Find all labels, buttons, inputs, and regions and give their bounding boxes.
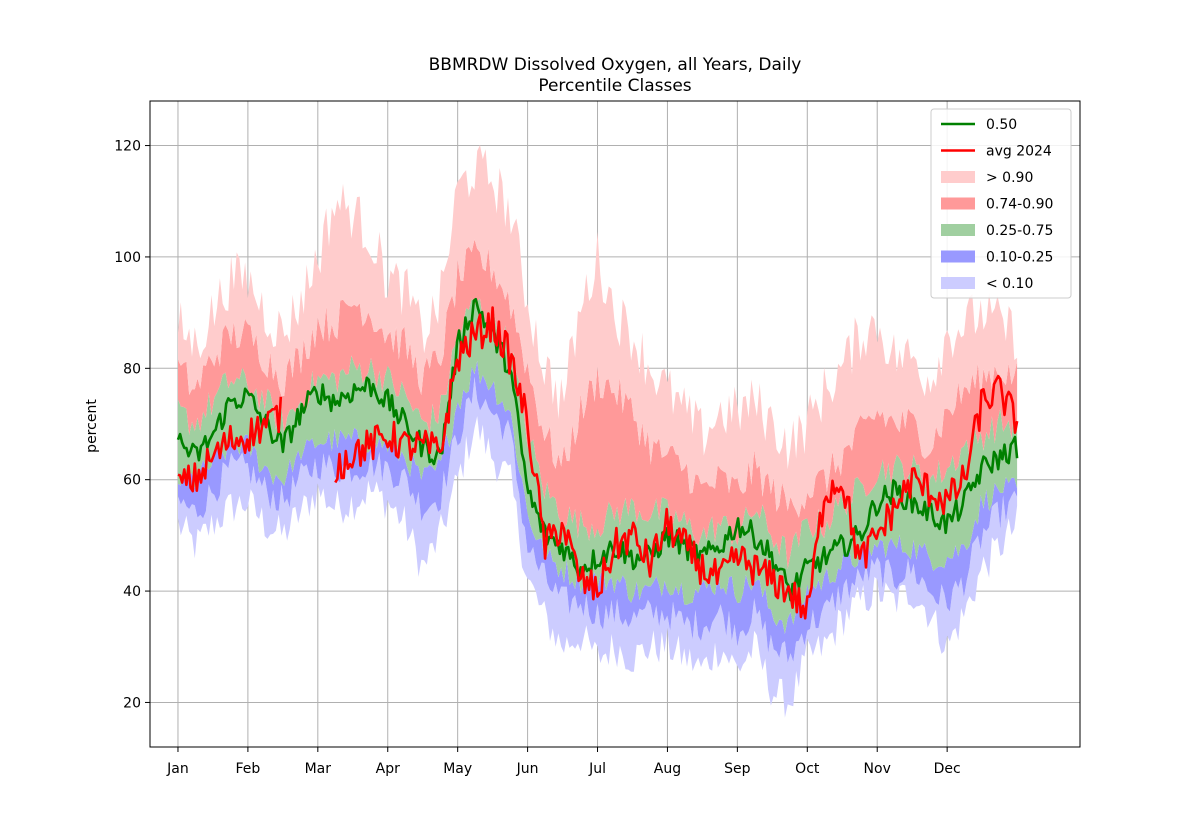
legend-swatch-band <box>941 277 975 289</box>
median-line <box>176 297 1019 602</box>
legend-swatch-band <box>941 250 975 263</box>
band-gt-0-90 <box>178 145 1018 518</box>
band-lt-0-10 <box>178 376 1018 718</box>
legend-label: > 0.90 <box>986 170 1033 186</box>
avg-2024-line <box>177 306 1019 620</box>
x-tick-label: Sep <box>724 761 751 777</box>
legend: 0.50 avg 2024 > 0.90 0.74-0.90 0.25-0.75 0.10… <box>930 108 1072 299</box>
plot-border <box>149 100 1081 748</box>
x-tick-label: Dec <box>934 761 961 777</box>
legend-label: 0.10-0.25 <box>986 250 1053 266</box>
y-tick-label: 60 <box>123 473 141 489</box>
x-tick-label: Feb <box>235 761 260 777</box>
y-tick-label: 40 <box>123 584 141 600</box>
legend-label: 0.25-0.75 <box>986 223 1053 239</box>
x-tick-label: Apr <box>376 761 400 777</box>
x-tick-label: Jun <box>516 761 539 777</box>
y-tick-label: 120 <box>114 139 141 155</box>
legend-label: < 0.10 <box>986 276 1033 292</box>
y-axis: 20 40 60 80 100 120 <box>114 139 150 711</box>
legend-swatch-band <box>941 197 975 210</box>
x-tick-label: Oct <box>795 761 820 777</box>
series-lines <box>176 297 1019 620</box>
y-tick-label: 100 <box>114 250 141 266</box>
x-tick-label: Mar <box>305 761 332 777</box>
chart-subtitle: Percentile Classes <box>538 76 691 96</box>
y-tick-label: 20 <box>123 695 141 711</box>
x-tick-label: Aug <box>654 761 681 777</box>
band-0-25-0-75 <box>178 298 1018 634</box>
x-tick-label: Jul <box>588 761 606 777</box>
plot-frame <box>149 100 1081 748</box>
chart-title: BBMRDW Dissolved Oxygen, all Years, Dail… <box>429 55 802 75</box>
legend-label: avg 2024 <box>986 144 1052 160</box>
y-axis-label: percent <box>84 399 100 453</box>
x-tick-label: Nov <box>864 761 891 777</box>
x-tick-label: May <box>443 761 472 777</box>
legend-label: 0.74-0.90 <box>986 197 1053 213</box>
legend-swatch-band <box>941 224 975 236</box>
x-tick-label: Jan <box>166 761 189 777</box>
percentile-bands <box>178 145 1018 718</box>
x-axis: Jan Feb Mar Apr May Jun Jul Aug Sep Oct Nov Dec <box>166 747 961 777</box>
legend-label: 0.50 <box>986 117 1017 133</box>
band-0-10-0-25 <box>178 360 1018 663</box>
band-0-74-0-90 <box>178 239 1018 570</box>
y-tick-label: 80 <box>123 361 141 377</box>
legend-swatch-band <box>941 171 975 183</box>
